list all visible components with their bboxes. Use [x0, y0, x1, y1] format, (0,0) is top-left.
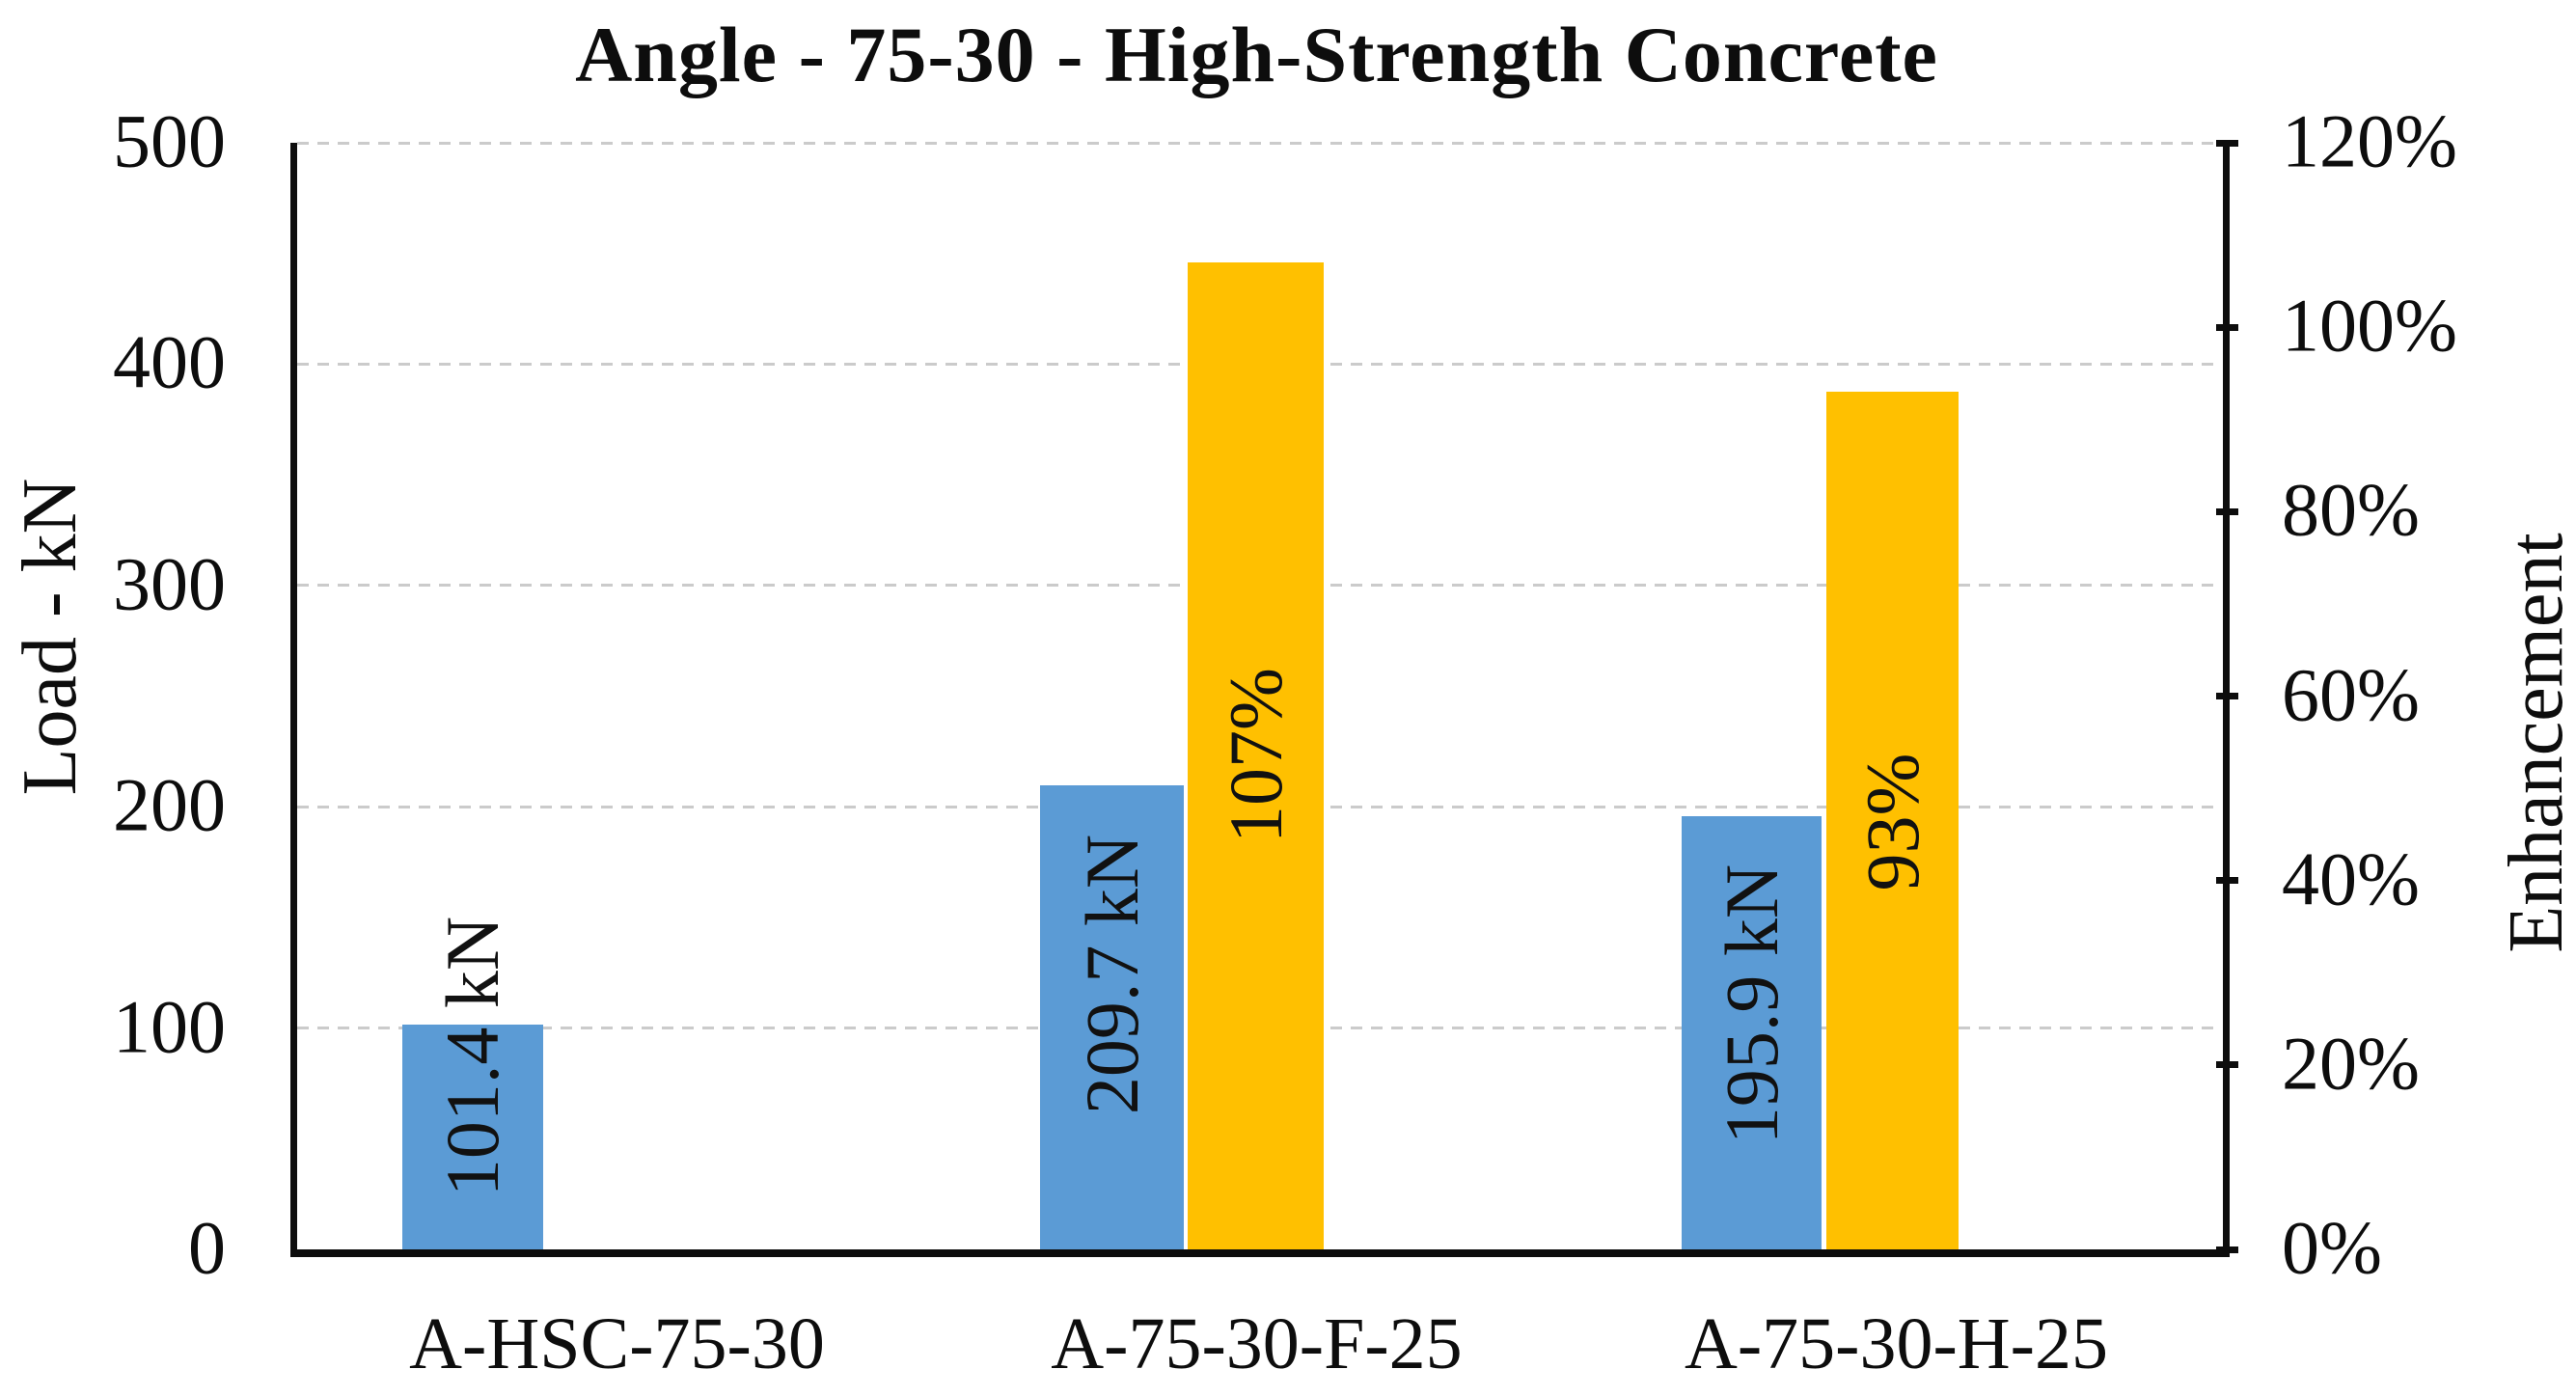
bar-load-A-75-30-F-25: [1040, 784, 1184, 1249]
category-label: A-75-30-H-25: [1684, 1303, 2108, 1384]
right-axis-tick-labels: 0% 20% 40% 60% 80% 100% 120%: [2282, 103, 2571, 1285]
left-tick-label: 200: [113, 762, 226, 847]
right-axis-tickmark: [2216, 1246, 2238, 1253]
bar-label-enhancement: 93%: [1850, 753, 1934, 891]
bar-load-A-HSC-75-30: [402, 1025, 543, 1249]
right-tick-label: 60%: [2282, 651, 2420, 736]
category-axis: A-HSC-75-30 A-75-30-F-25 A-75-30-H-25: [297, 1301, 2216, 1387]
left-tick-label: 500: [113, 98, 226, 183]
bar-enhancement-A-75-30-F-25: [1188, 262, 1324, 1249]
bar-load-A-75-30-H-25: [1682, 815, 1822, 1249]
bar-label-load: 209.7 kN: [1069, 834, 1154, 1115]
right-axis-tickmark: [2216, 139, 2238, 147]
right-tick-label: 20%: [2282, 1021, 2420, 1106]
bar-label-load: 195.9 kN: [1709, 863, 1794, 1145]
bar-enhancement-A-75-30-H-25: [1826, 392, 1959, 1249]
category-label: A-75-30-F-25: [1051, 1303, 1463, 1384]
bar-label-load: 101.4 kN: [430, 916, 514, 1197]
right-tick-label: 120%: [2282, 98, 2457, 183]
right-axis-tickmark: [2216, 877, 2238, 885]
category-label: A-HSC-75-30: [409, 1303, 825, 1384]
bar-label-enhancement: 107%: [1213, 668, 1298, 843]
right-axis-tickmark: [2216, 1061, 2238, 1069]
right-tick-label: 80%: [2282, 467, 2420, 552]
right-axis-tickmark: [2216, 507, 2238, 515]
right-tick-label: 40%: [2282, 836, 2420, 921]
right-axis-tickmark: [2216, 323, 2238, 331]
left-tick-label: 0: [188, 1205, 226, 1290]
left-tick-label: 400: [113, 319, 226, 404]
chart-title: Angle - 75-30 - High-Strength Concrete: [575, 11, 1938, 98]
right-axis-tickmark: [2216, 693, 2238, 699]
right-tick-label: 100%: [2282, 283, 2457, 368]
plot-area: 101.4 kN 209.7 kN 107% 195.9 kN 93%: [290, 139, 2238, 1257]
left-tick-label: 100: [113, 984, 226, 1069]
gridline: [297, 141, 2216, 145]
left-tick-label: 300: [113, 541, 226, 626]
left-axis-tick-labels: 0 100 200 300 400 500: [0, 103, 232, 1285]
right-tick-label: 0%: [2282, 1205, 2382, 1290]
